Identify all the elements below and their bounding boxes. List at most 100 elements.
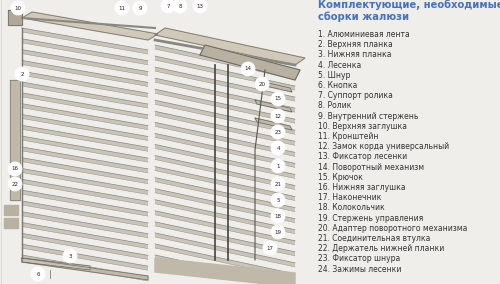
Polygon shape [22, 93, 148, 119]
Text: 17. Наконечник: 17. Наконечник [318, 193, 382, 202]
Text: 16: 16 [12, 166, 18, 172]
Circle shape [255, 77, 269, 91]
Text: 3: 3 [68, 254, 72, 258]
Text: 10: 10 [14, 5, 21, 11]
Text: 9. Внутренний стержень: 9. Внутренний стержень [318, 112, 418, 121]
Polygon shape [22, 39, 148, 65]
Text: 4. Лесенка: 4. Лесенка [318, 60, 361, 70]
Text: 16. Нижняя заглушка: 16. Нижняя заглушка [318, 183, 406, 192]
Text: 12. Замок корда универсальный: 12. Замок корда универсальный [318, 142, 449, 151]
Circle shape [263, 241, 277, 255]
Polygon shape [22, 223, 148, 248]
Polygon shape [155, 211, 295, 245]
Polygon shape [155, 189, 295, 223]
Text: 14. Поворотный механизм: 14. Поворотный механизм [318, 163, 424, 172]
Text: 19: 19 [274, 229, 281, 235]
Polygon shape [10, 80, 20, 200]
Text: 4: 4 [276, 145, 280, 151]
Polygon shape [22, 12, 158, 40]
Polygon shape [22, 50, 148, 76]
Text: 21. Соединительная втулка: 21. Соединительная втулка [318, 234, 430, 243]
Text: 6. Кнопка: 6. Кнопка [318, 81, 358, 90]
Polygon shape [22, 158, 148, 184]
Circle shape [271, 177, 285, 191]
Circle shape [271, 209, 285, 223]
Text: 15. Крючок: 15. Крючок [318, 173, 363, 182]
Text: 9: 9 [138, 5, 142, 11]
Polygon shape [155, 56, 295, 90]
Text: 19. Стержень управления: 19. Стержень управления [318, 214, 423, 223]
Circle shape [31, 267, 45, 281]
Polygon shape [22, 114, 148, 141]
Text: 22: 22 [12, 181, 18, 187]
Text: 5. Шнур: 5. Шнур [318, 71, 350, 80]
Polygon shape [155, 258, 295, 284]
Polygon shape [4, 205, 18, 215]
Polygon shape [155, 200, 295, 234]
Polygon shape [155, 122, 295, 156]
Circle shape [161, 0, 175, 13]
Text: 22. Держатель нижней планки: 22. Держатель нижней планки [318, 244, 444, 253]
Polygon shape [22, 136, 148, 162]
Polygon shape [155, 78, 295, 112]
Text: 13: 13 [196, 3, 203, 9]
Circle shape [241, 62, 255, 76]
Polygon shape [155, 156, 295, 189]
Circle shape [271, 193, 285, 207]
Polygon shape [155, 167, 295, 201]
Circle shape [8, 162, 22, 176]
Circle shape [271, 141, 285, 155]
Circle shape [133, 1, 147, 15]
Circle shape [63, 249, 77, 263]
Circle shape [271, 225, 285, 239]
Polygon shape [22, 125, 148, 151]
Text: 8. Ролик: 8. Ролик [318, 101, 352, 110]
Polygon shape [255, 80, 292, 92]
Text: 15: 15 [274, 97, 281, 101]
Circle shape [271, 125, 285, 139]
Text: 18: 18 [274, 214, 281, 218]
Circle shape [193, 0, 207, 13]
Polygon shape [22, 258, 90, 270]
Polygon shape [22, 179, 148, 205]
Circle shape [271, 92, 285, 106]
Polygon shape [155, 233, 295, 267]
Polygon shape [255, 118, 292, 130]
Polygon shape [155, 222, 295, 256]
Text: 3. Нижняя планка: 3. Нижняя планка [318, 50, 392, 59]
Text: 2. Верхняя планка: 2. Верхняя планка [318, 40, 393, 49]
Polygon shape [155, 89, 295, 123]
Text: 23. Фиксатор шнура: 23. Фиксатор шнура [318, 254, 400, 263]
Polygon shape [22, 201, 148, 227]
Text: 2: 2 [20, 72, 24, 76]
Circle shape [271, 159, 285, 173]
Text: 11: 11 [118, 5, 126, 11]
Circle shape [271, 109, 285, 123]
Circle shape [15, 67, 29, 81]
Text: 20. Адаптер поворотного механизма: 20. Адаптер поворотного механизма [318, 224, 468, 233]
Polygon shape [22, 28, 148, 54]
Polygon shape [4, 218, 18, 228]
Text: 8: 8 [178, 3, 182, 9]
Polygon shape [22, 71, 148, 97]
Text: 18. Колокольчик: 18. Колокольчик [318, 203, 385, 212]
Polygon shape [155, 67, 295, 101]
Circle shape [8, 177, 22, 191]
Text: 20: 20 [258, 82, 266, 87]
Polygon shape [22, 60, 148, 86]
Polygon shape [22, 104, 148, 130]
Polygon shape [22, 147, 148, 173]
Polygon shape [155, 145, 295, 178]
Polygon shape [155, 100, 295, 134]
Polygon shape [155, 111, 295, 145]
Text: 21: 21 [274, 181, 281, 187]
Polygon shape [155, 244, 295, 278]
Text: 7: 7 [166, 3, 170, 9]
Text: 23: 23 [274, 130, 281, 135]
Circle shape [11, 1, 25, 15]
Polygon shape [22, 255, 148, 281]
Text: Комплектующие, необходимые для: Комплектующие, необходимые для [318, 0, 500, 11]
Text: 17: 17 [266, 245, 274, 250]
Text: 14: 14 [244, 66, 252, 72]
Text: 13. Фиксатор лесенки: 13. Фиксатор лесенки [318, 153, 407, 161]
